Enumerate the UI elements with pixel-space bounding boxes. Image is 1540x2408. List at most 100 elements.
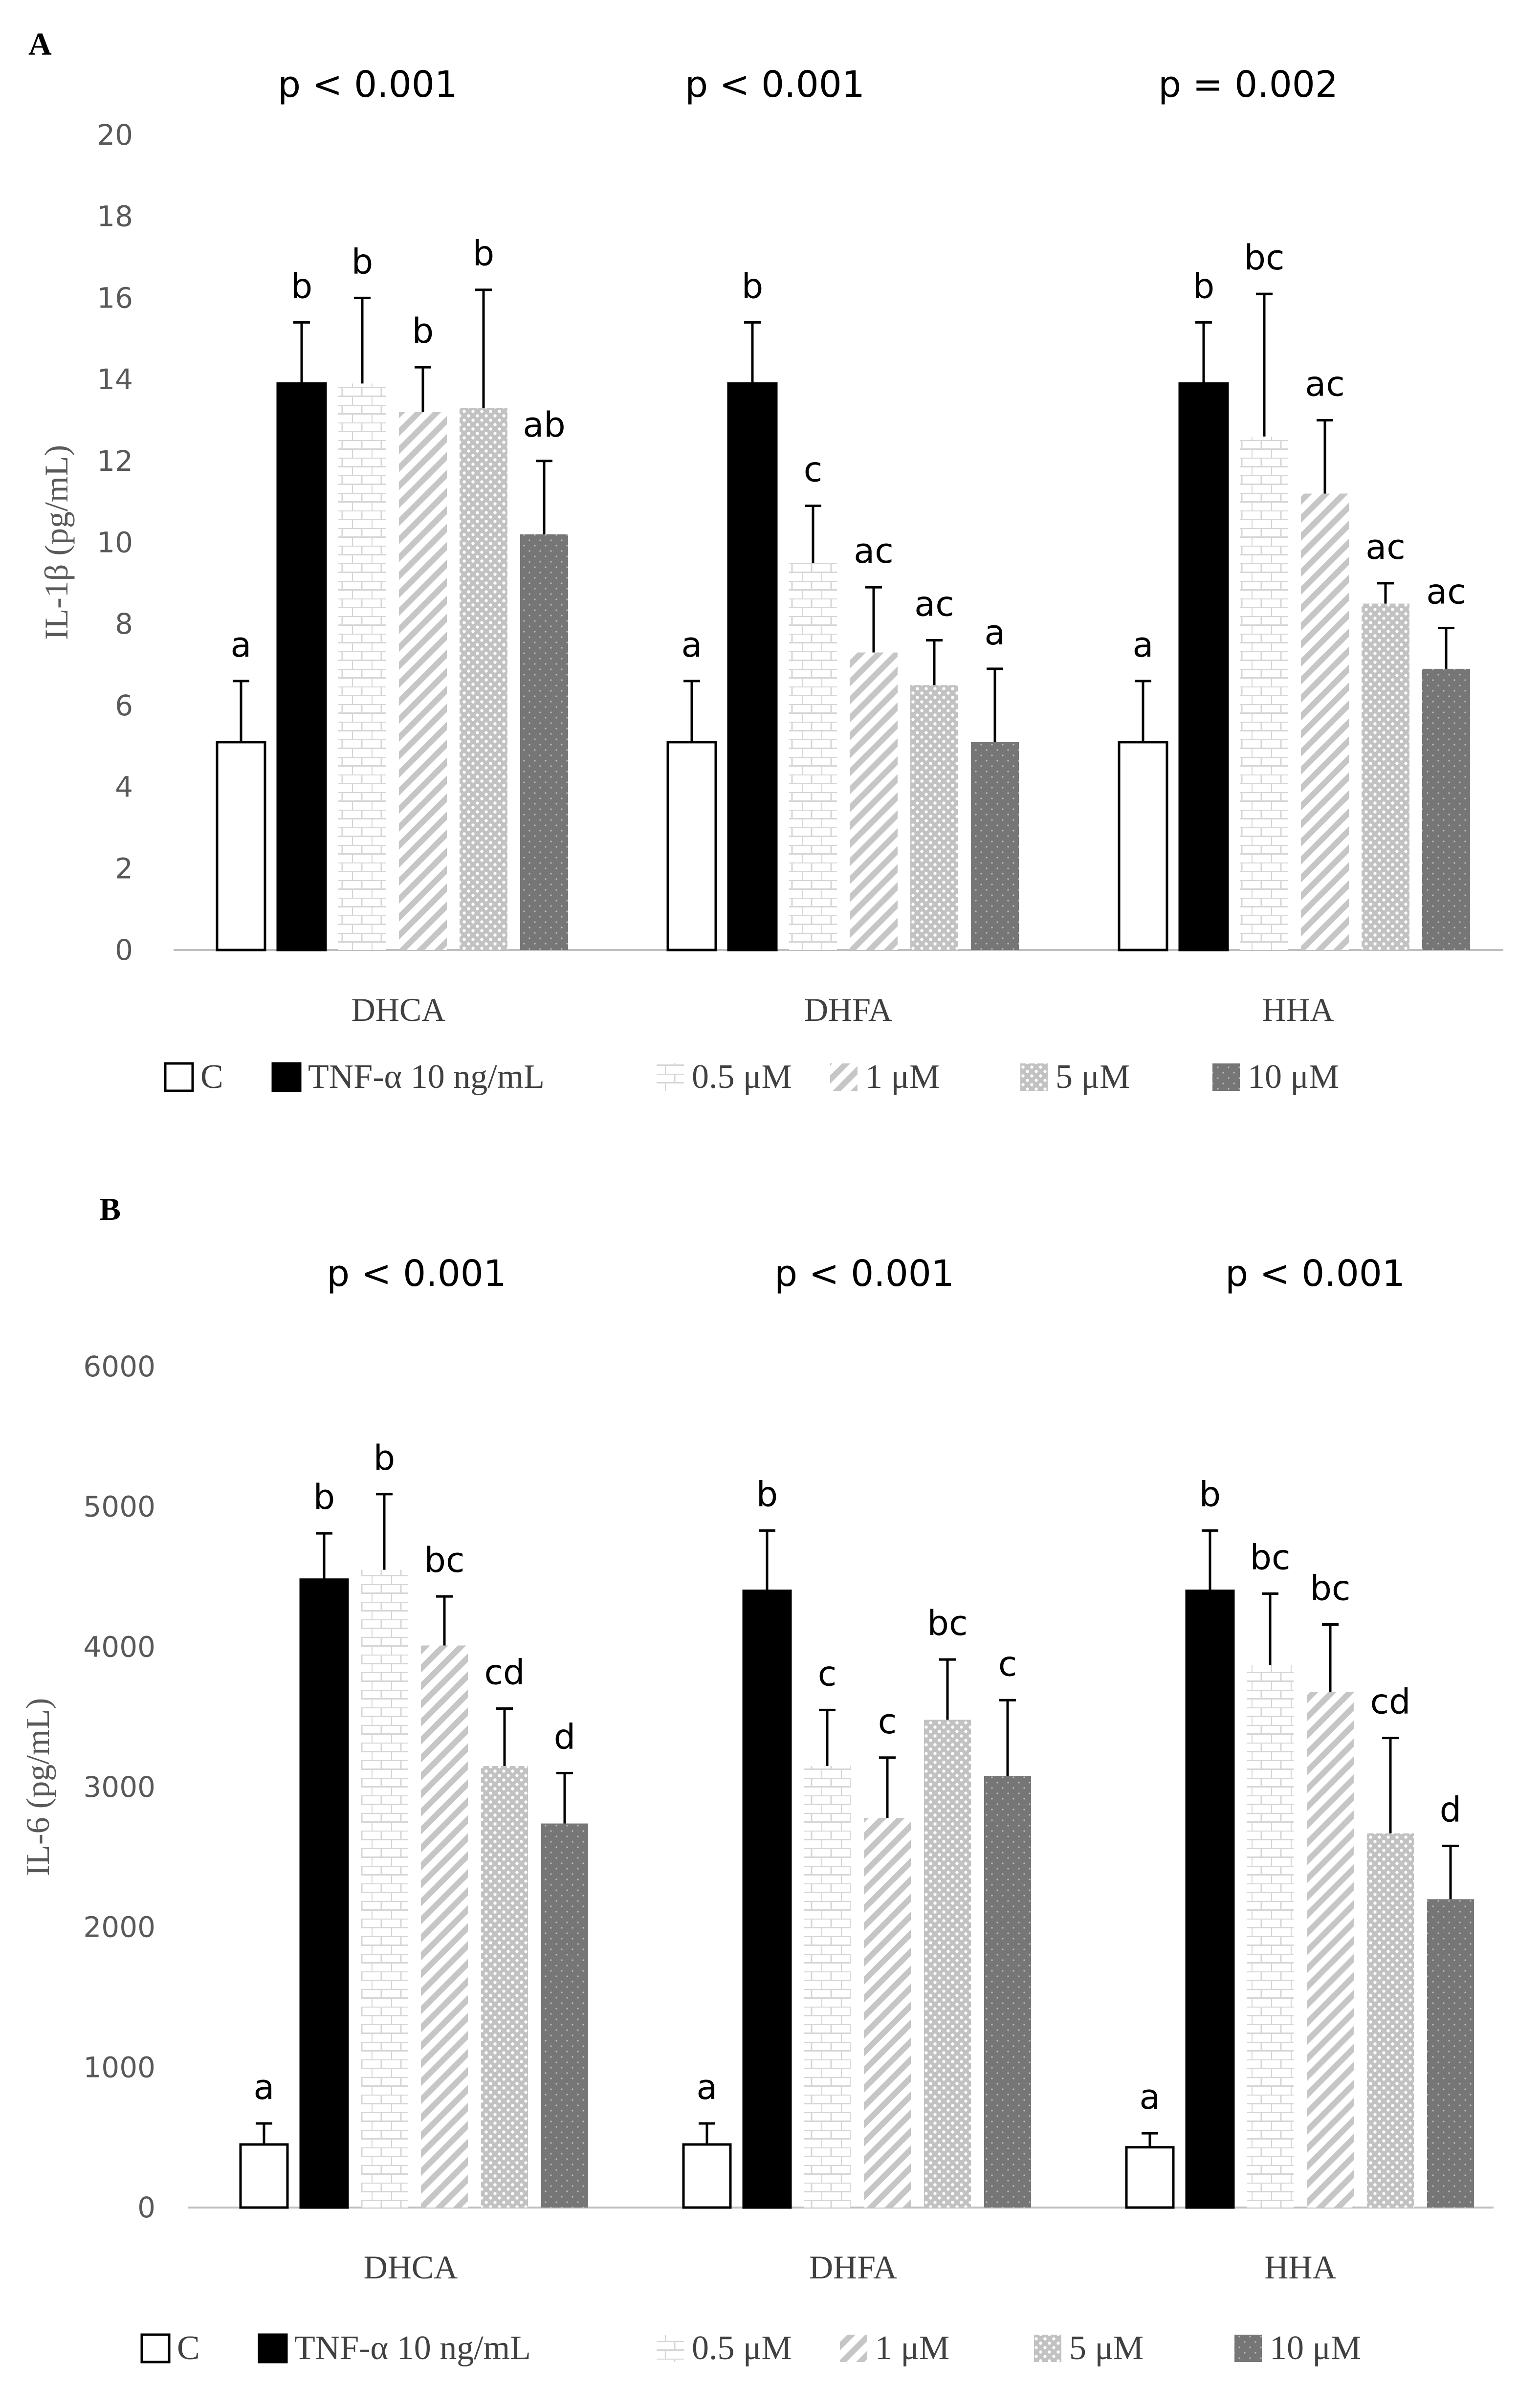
significance-letter: b — [374, 1438, 395, 1478]
y-tick-label: 14 — [97, 363, 133, 396]
bar-hha-series-1 — [1178, 382, 1229, 951]
bar-hha-series-3 — [1307, 1692, 1354, 2208]
y-tick-label: 8 — [115, 607, 133, 641]
significance-letter: b — [313, 1477, 335, 1517]
x-tick-label: DHFA — [809, 2249, 897, 2286]
y-axis-title: IL-6 (pg/mL) — [19, 1698, 56, 1876]
p-value-label: p < 0.001 — [327, 1253, 506, 1295]
significance-letter: b — [352, 242, 373, 282]
bar-hha-series-1 — [1185, 1590, 1235, 2209]
y-tick-label: 2000 — [83, 1911, 155, 1944]
legend-swatch-5 — [1212, 1063, 1240, 1091]
significance-letter: a — [254, 2067, 275, 2107]
significance-letter: a — [1140, 2077, 1161, 2117]
significance-letter: b — [1199, 1474, 1221, 1514]
legend-swatch-1 — [258, 2333, 288, 2364]
bar-dhfa-series-2 — [804, 1766, 851, 2208]
p-value-label: p < 0.001 — [1225, 1253, 1405, 1295]
legend: C TNF-α 10 ng/mL 0.5 μM 1 μM 5 μM 10 μM — [164, 1058, 1339, 1096]
bar-dhca-series-0 — [216, 741, 266, 951]
bar-hha-series-3 — [1301, 493, 1349, 950]
y-axis-title: IL-1β (pg/mL) — [38, 445, 75, 640]
y-tick-label: 2 — [115, 852, 133, 885]
significance-letter: d — [1440, 1789, 1461, 1830]
bar-dhfa-series-0 — [666, 741, 717, 951]
bar-dhfa-series-4 — [910, 685, 958, 950]
bar-dhca-series-4 — [481, 1766, 528, 2208]
bar-dhfa-series-1 — [727, 382, 778, 951]
bar-hha-series-2 — [1240, 436, 1288, 950]
legend-label-5: 10 μM — [1248, 1058, 1339, 1096]
panel-label: B — [99, 1192, 121, 1227]
significance-letter: bc — [1244, 238, 1285, 278]
significance-letter: d — [554, 1717, 575, 1757]
significance-letter: ac — [1305, 364, 1344, 404]
bar-dhfa-series-3 — [850, 652, 898, 950]
significance-letter: ac — [854, 531, 893, 571]
legend-label-4: 5 μM — [1056, 1058, 1130, 1096]
bar-dhfa-series-3 — [864, 1818, 911, 2208]
y-tick-label: 5000 — [83, 1490, 155, 1524]
significance-letter: bc — [927, 1603, 968, 1643]
x-tick-label: HHA — [1264, 2249, 1336, 2286]
bar-dhfa-series-4 — [924, 1720, 971, 2208]
p-value-label: p < 0.001 — [685, 64, 865, 106]
significance-letter: a — [231, 625, 252, 665]
significance-letter: b — [291, 266, 312, 306]
y-tick-label: 4 — [115, 771, 133, 804]
y-tick-label: 20 — [97, 118, 133, 152]
x-tick-label: HHA — [1262, 991, 1334, 1028]
significance-letter: a — [682, 625, 703, 665]
significance-letter: b — [473, 234, 494, 274]
bar-hha-series-0 — [1118, 741, 1168, 951]
legend-swatch-3 — [830, 1063, 858, 1091]
x-tick-label: DHFA — [804, 991, 892, 1028]
legend-label-1: TNF-α 10 ng/mL — [294, 2329, 531, 2367]
bar-dhca-series-0 — [239, 2143, 289, 2209]
legend-label-3: 1 μM — [865, 1058, 940, 1096]
bar-dhca-series-1 — [299, 1578, 349, 2209]
significance-letter: ac — [1426, 572, 1466, 612]
legend-swatch-4 — [1020, 1063, 1048, 1091]
bar-hha-series-2 — [1247, 1665, 1294, 2208]
bar-dhca-series-3 — [421, 1645, 468, 2208]
x-tick-label: DHCA — [364, 2249, 458, 2286]
y-tick-label: 3000 — [83, 1770, 155, 1804]
p-value-label: p = 0.002 — [1158, 64, 1338, 106]
y-tick-label: 4000 — [83, 1630, 155, 1663]
y-tick-label: 10 — [97, 526, 133, 559]
significance-letter: c — [804, 449, 823, 489]
bar-dhca-series-1 — [276, 382, 327, 951]
bar-dhfa-series-2 — [789, 563, 837, 950]
significance-letter: a — [1133, 625, 1154, 665]
bar-hha-series-0 — [1125, 2146, 1175, 2209]
significance-letter: b — [756, 1474, 778, 1514]
bar-dhca-series-5 — [520, 534, 568, 950]
bar-hha-series-5 — [1427, 1899, 1474, 2208]
bar-dhfa-series-5 — [984, 1776, 1031, 2208]
significance-letter: c — [878, 1701, 897, 1742]
bar-dhca-series-5 — [541, 1823, 588, 2208]
significance-letter: b — [1193, 266, 1214, 306]
panel-label: A — [28, 26, 52, 62]
chart-panel-b: B 0 1000 2000 3000 4000 5000 6000 IL-6 (pg/mL) a b… — [19, 1192, 1494, 2367]
legend-swatch-1 — [271, 1062, 302, 1092]
bar-dhfa-series-1 — [742, 1590, 792, 2209]
p-value-label: p < 0.001 — [278, 64, 458, 106]
legend-label-2: 0.5 μM — [692, 1058, 792, 1096]
bar-dhca-series-2 — [361, 1569, 408, 2208]
legend-swatch-0 — [140, 2333, 171, 2364]
y-tick-label: 6000 — [83, 1350, 155, 1383]
significance-letter: a — [985, 613, 1006, 653]
bar-dhca-series-4 — [460, 408, 507, 950]
significance-letter: ab — [523, 405, 565, 445]
bar-dhfa-series-5 — [971, 742, 1019, 950]
bar-hha-series-5 — [1422, 668, 1470, 950]
legend-swatch-4 — [1034, 2335, 1061, 2362]
bar-dhca-series-2 — [338, 383, 386, 950]
significance-letter: c — [998, 1644, 1017, 1684]
significance-letter: c — [818, 1654, 837, 1694]
significance-letter: bc — [1310, 1568, 1351, 1608]
